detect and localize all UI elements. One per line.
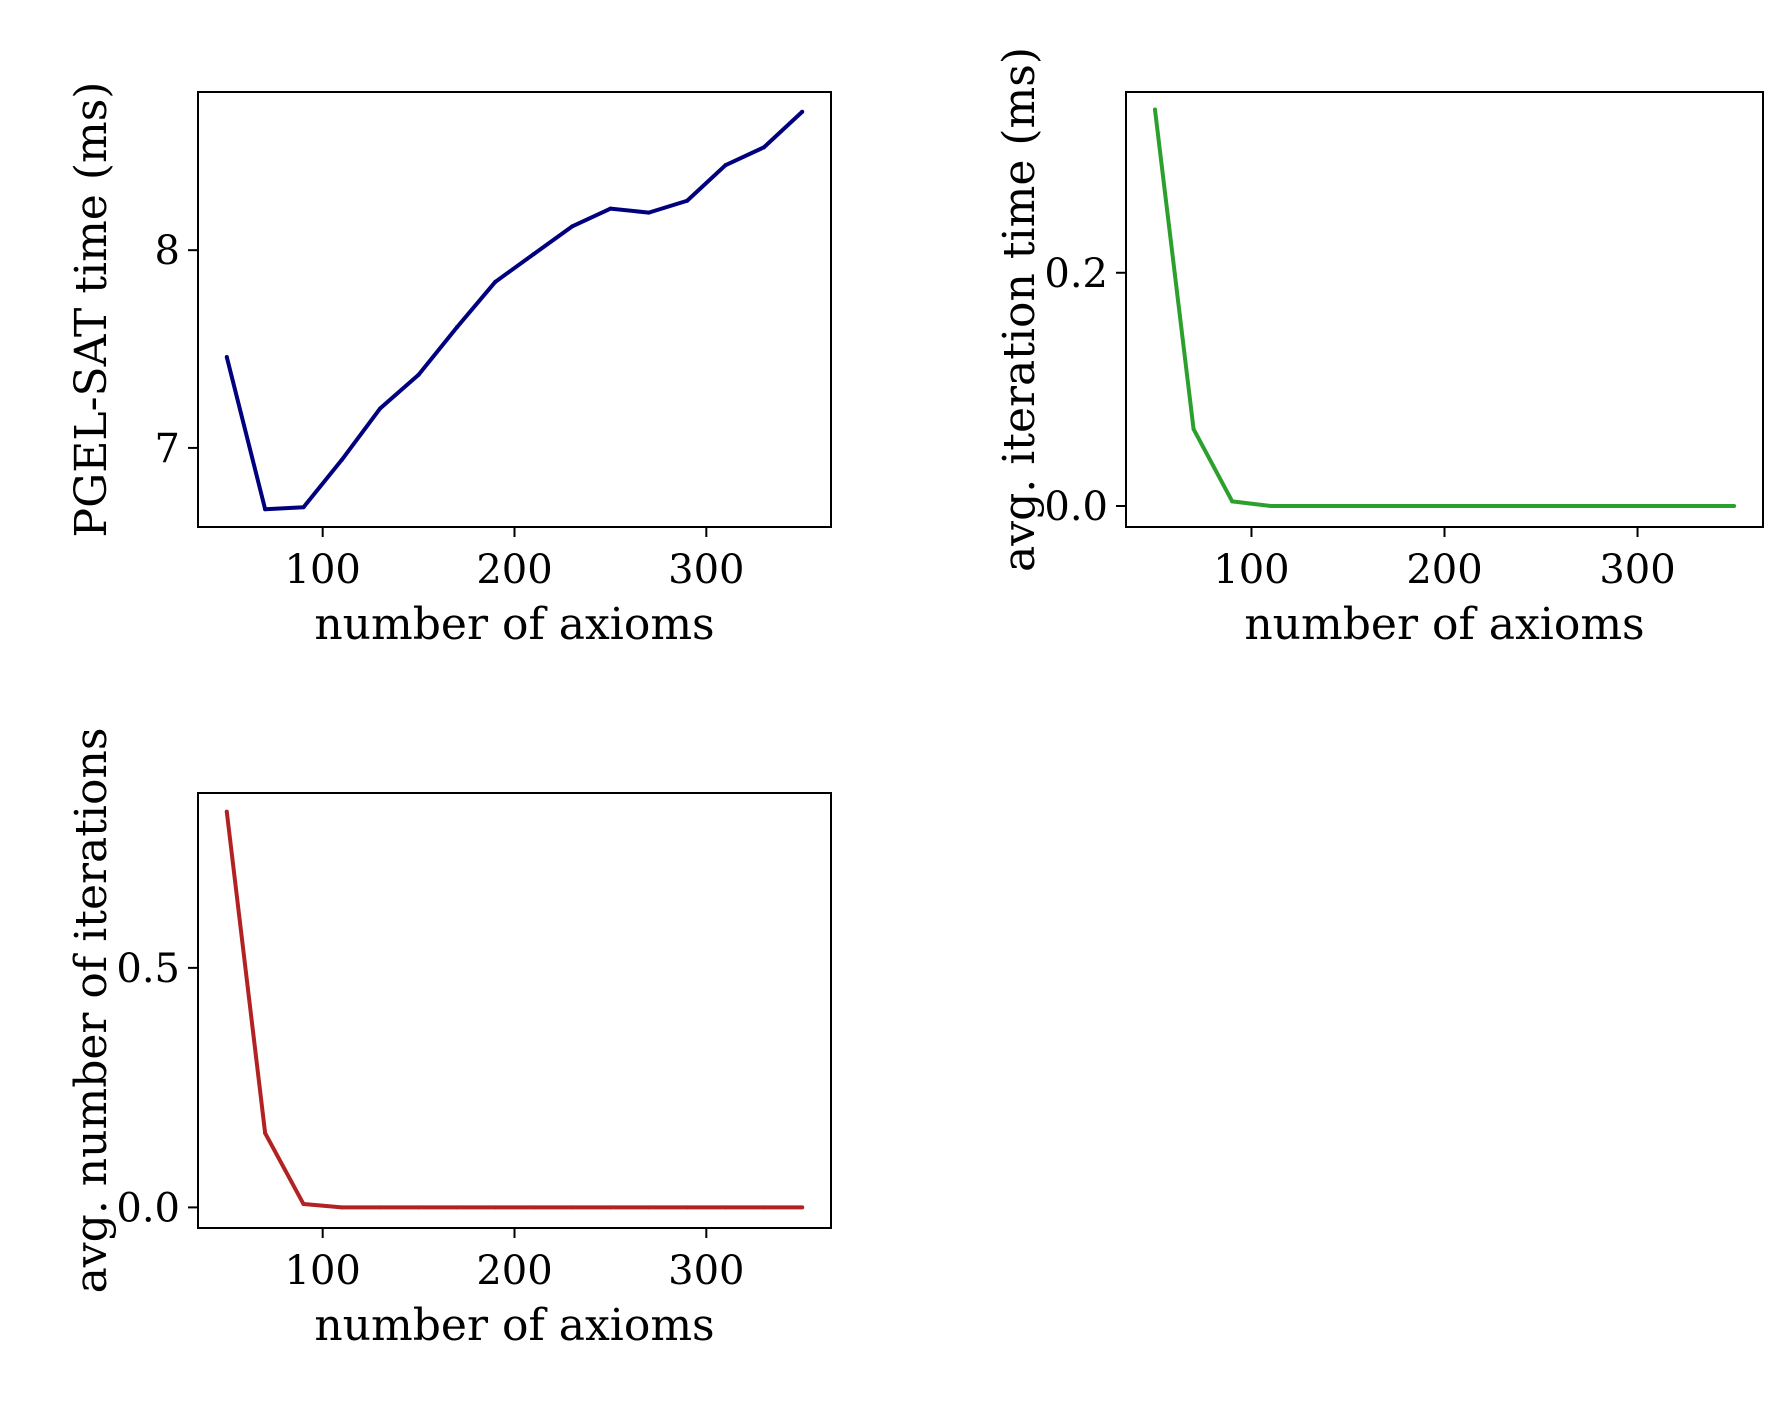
- x-tick-label: 300: [668, 547, 744, 593]
- data-point: [1616, 504, 1621, 509]
- x-tick-label: 200: [476, 547, 552, 593]
- data-point: [1654, 504, 1659, 509]
- data-point: [263, 507, 268, 512]
- x-axis-title: number of axioms: [314, 1300, 714, 1351]
- data-point: [1461, 504, 1466, 509]
- y-tick-label: 0.0: [1044, 484, 1108, 530]
- data-point: [531, 252, 536, 257]
- series-line: [224, 811, 803, 1210]
- data-point: [416, 372, 421, 377]
- data-point: [1577, 504, 1582, 509]
- data-point: [570, 224, 575, 229]
- panel-avg-iteration-time: 100 200 300 0.0 0.2 number of axioms avg. iter…: [994, 47, 1764, 650]
- data-point: [416, 1205, 421, 1210]
- data-point: [1230, 499, 1235, 504]
- data-point: [263, 1131, 268, 1136]
- data-point: [301, 505, 306, 510]
- x-tick-label: 200: [476, 1248, 552, 1294]
- y-tick-label: 8: [155, 228, 180, 274]
- series-line: [1152, 109, 1735, 509]
- data-point: [761, 145, 766, 150]
- data-point: [646, 1205, 651, 1210]
- data-point: [1384, 504, 1389, 509]
- x-tick-label: 300: [1599, 547, 1675, 593]
- data-point: [646, 210, 651, 215]
- data-point: [1539, 504, 1544, 509]
- y-tick-label: 0.5: [116, 946, 180, 992]
- x-tick-label: 100: [285, 547, 361, 593]
- data-point: [1693, 504, 1698, 509]
- data-point: [378, 406, 383, 411]
- data-point: [301, 1202, 306, 1207]
- data-point: [224, 809, 229, 814]
- data-point: [800, 1205, 805, 1210]
- data-point: [570, 1205, 575, 1210]
- panel-avg-number-of-iterations: 100 200 300 0.0 0.5 number of axioms avg. numb…: [66, 728, 832, 1351]
- data-point: [608, 206, 613, 211]
- y-tick-label: 7: [155, 426, 180, 472]
- x-tick-label: 300: [668, 1248, 744, 1294]
- data-point: [224, 354, 229, 359]
- x-axis-title: number of axioms: [314, 599, 714, 650]
- data-point: [454, 1205, 459, 1210]
- data-point: [493, 1205, 498, 1210]
- y-axis-title: PGEL-SAT time (ms): [66, 82, 117, 538]
- x-axis-title: number of axioms: [1244, 599, 1644, 650]
- data-point: [723, 1205, 728, 1210]
- x-tick-label: 100: [1213, 547, 1289, 593]
- data-point: [685, 1205, 690, 1210]
- data-point: [685, 198, 690, 203]
- data-point: [493, 279, 498, 284]
- data-point: [1345, 504, 1350, 509]
- data-point: [339, 1205, 344, 1210]
- data-point: [800, 109, 805, 114]
- data-point: [761, 1205, 766, 1210]
- data-point: [1500, 504, 1505, 509]
- x-tick-label: 100: [285, 1248, 361, 1294]
- data-point: [1423, 504, 1428, 509]
- data-point: [1307, 504, 1312, 509]
- y-tick-label: 0.0: [116, 1185, 180, 1231]
- data-point: [454, 325, 459, 330]
- data-point: [608, 1205, 613, 1210]
- x-tick-label: 200: [1406, 547, 1482, 593]
- data-point: [1191, 427, 1196, 432]
- y-tick-label: 0.2: [1044, 251, 1108, 297]
- data-point: [339, 457, 344, 462]
- data-point: [1152, 107, 1157, 112]
- data-point: [723, 163, 728, 168]
- data-point: [1268, 504, 1273, 509]
- data-point: [531, 1205, 536, 1210]
- panel-pgel-sat-time: 100 200 300 7 8 number of axioms PGEL-SAT time…: [66, 82, 832, 650]
- data-point: [378, 1205, 383, 1210]
- y-axis-title: avg. number of iterations: [66, 728, 117, 1294]
- data-point: [1732, 504, 1737, 509]
- series-line: [224, 110, 804, 512]
- y-axis-title: avg. iteration time (ms): [994, 47, 1045, 572]
